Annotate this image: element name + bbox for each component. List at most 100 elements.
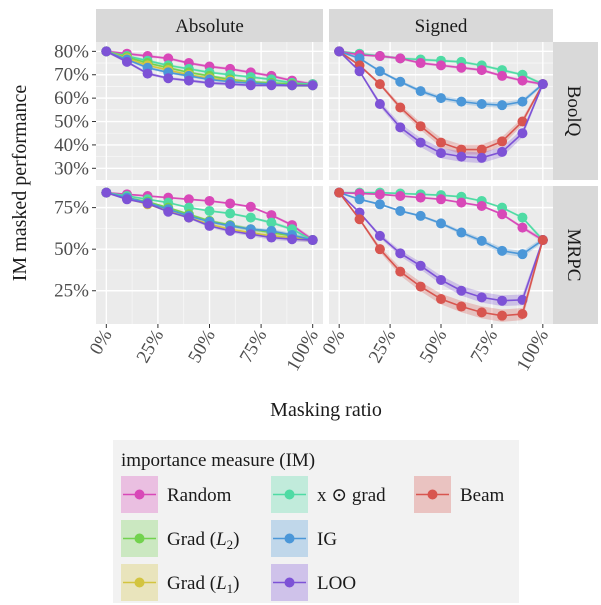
point-beam bbox=[517, 116, 528, 127]
x-tick-label: 25% bbox=[365, 326, 401, 367]
point-ig bbox=[415, 86, 426, 97]
legend-label: Grad (L1) bbox=[167, 573, 239, 596]
point-loo bbox=[334, 46, 345, 57]
point-random bbox=[497, 70, 508, 81]
legend-entry-ig: IG bbox=[271, 520, 337, 557]
y-tick-label: 30% bbox=[54, 158, 89, 179]
point-ig bbox=[415, 210, 426, 221]
x-tick-label: 100% bbox=[513, 326, 553, 375]
point-beam bbox=[537, 235, 548, 246]
point-random bbox=[456, 197, 467, 208]
point-loo bbox=[266, 232, 277, 243]
point-random bbox=[476, 200, 487, 211]
point-loo bbox=[183, 75, 194, 86]
panel-mrpc-absolute bbox=[96, 186, 323, 324]
point-random bbox=[163, 53, 174, 64]
strip-signed: Signed bbox=[415, 16, 468, 37]
point-loo bbox=[142, 198, 153, 209]
point-loo bbox=[163, 73, 174, 84]
x-tick-label: 25% bbox=[133, 326, 169, 367]
point-loo bbox=[121, 194, 132, 205]
x-tick-label: 75% bbox=[236, 326, 272, 367]
y-tick-label: 50% bbox=[54, 112, 89, 133]
point-random bbox=[374, 51, 385, 62]
point-loo bbox=[245, 229, 256, 240]
x-axis-title: Masking ratio bbox=[270, 399, 382, 421]
point-ig bbox=[374, 199, 385, 210]
point-random bbox=[266, 210, 277, 221]
point-loo bbox=[101, 46, 112, 57]
point-beam bbox=[395, 102, 406, 113]
point-random bbox=[395, 190, 406, 201]
point-loo bbox=[456, 151, 467, 162]
point-ig bbox=[436, 218, 446, 229]
point-beam bbox=[374, 244, 385, 255]
point-random bbox=[436, 60, 446, 71]
point-loo bbox=[121, 56, 132, 67]
point-beam bbox=[456, 144, 467, 155]
point-random bbox=[476, 65, 487, 76]
x-tick-label: 75% bbox=[467, 326, 503, 367]
y-tick-label: 80% bbox=[54, 41, 89, 62]
point-loo bbox=[517, 128, 528, 139]
point-ig bbox=[456, 96, 467, 107]
point-random bbox=[374, 189, 385, 200]
x-tick-label: 0% bbox=[319, 326, 350, 359]
point-beam bbox=[354, 214, 365, 225]
point-beam bbox=[497, 310, 508, 321]
point-random bbox=[415, 58, 426, 69]
y-tick-label: 75% bbox=[54, 198, 89, 219]
x-axis-ticks: 0% 25% 50% 75% 100%0% 25% 50% 75% 100% bbox=[86, 324, 553, 375]
point-loo bbox=[456, 285, 467, 296]
point-ig bbox=[395, 76, 406, 87]
point-ig bbox=[436, 93, 446, 104]
y-tick-label: 40% bbox=[54, 135, 89, 156]
x-tick-label: 50% bbox=[416, 326, 452, 367]
point-random bbox=[517, 75, 528, 86]
point-beam bbox=[374, 79, 385, 90]
point-loo bbox=[436, 274, 446, 285]
point-random bbox=[415, 192, 426, 203]
y-tick-label: 60% bbox=[54, 88, 89, 109]
point-x-grad bbox=[517, 212, 528, 223]
point-loo bbox=[245, 80, 256, 91]
panel-boolq-signed bbox=[329, 42, 553, 180]
point-ig bbox=[354, 194, 365, 205]
legend-label: IG bbox=[317, 529, 337, 550]
point-random bbox=[497, 209, 508, 220]
point-loo bbox=[266, 80, 277, 91]
legend-title: importance measure (IM) bbox=[121, 450, 315, 471]
point-beam bbox=[334, 187, 345, 198]
y-axis-title: IM masked performance bbox=[9, 85, 31, 282]
point-loo bbox=[183, 212, 194, 223]
point-ig bbox=[395, 205, 406, 216]
point-x-grad bbox=[225, 208, 236, 219]
point-ig bbox=[456, 227, 467, 238]
legend-entry-random: Random bbox=[121, 476, 232, 513]
point-random bbox=[204, 195, 215, 206]
point-x-grad bbox=[204, 205, 215, 216]
legend-entry-beam: Beam bbox=[414, 476, 505, 513]
point-loo bbox=[287, 80, 298, 91]
point-loo bbox=[204, 77, 215, 88]
point-loo bbox=[225, 225, 236, 236]
point-beam bbox=[415, 281, 426, 292]
point-beam bbox=[436, 137, 446, 148]
y-tick-label: 70% bbox=[54, 65, 89, 86]
point-loo bbox=[537, 79, 548, 90]
y-tick-label: 50% bbox=[54, 239, 89, 260]
legend-box bbox=[113, 440, 519, 603]
point-loo bbox=[204, 220, 215, 231]
point-loo bbox=[354, 66, 365, 77]
point-loo bbox=[163, 206, 174, 217]
legend-entry-grad-l2: Grad (L2) bbox=[121, 520, 239, 557]
point-loo bbox=[307, 80, 318, 91]
point-ig bbox=[374, 66, 385, 77]
point-beam bbox=[497, 136, 508, 147]
point-loo bbox=[307, 235, 318, 246]
point-loo bbox=[476, 292, 487, 303]
legend-label: LOO bbox=[317, 573, 356, 594]
point-random bbox=[183, 194, 194, 205]
x-tick-label: 100% bbox=[283, 326, 323, 375]
